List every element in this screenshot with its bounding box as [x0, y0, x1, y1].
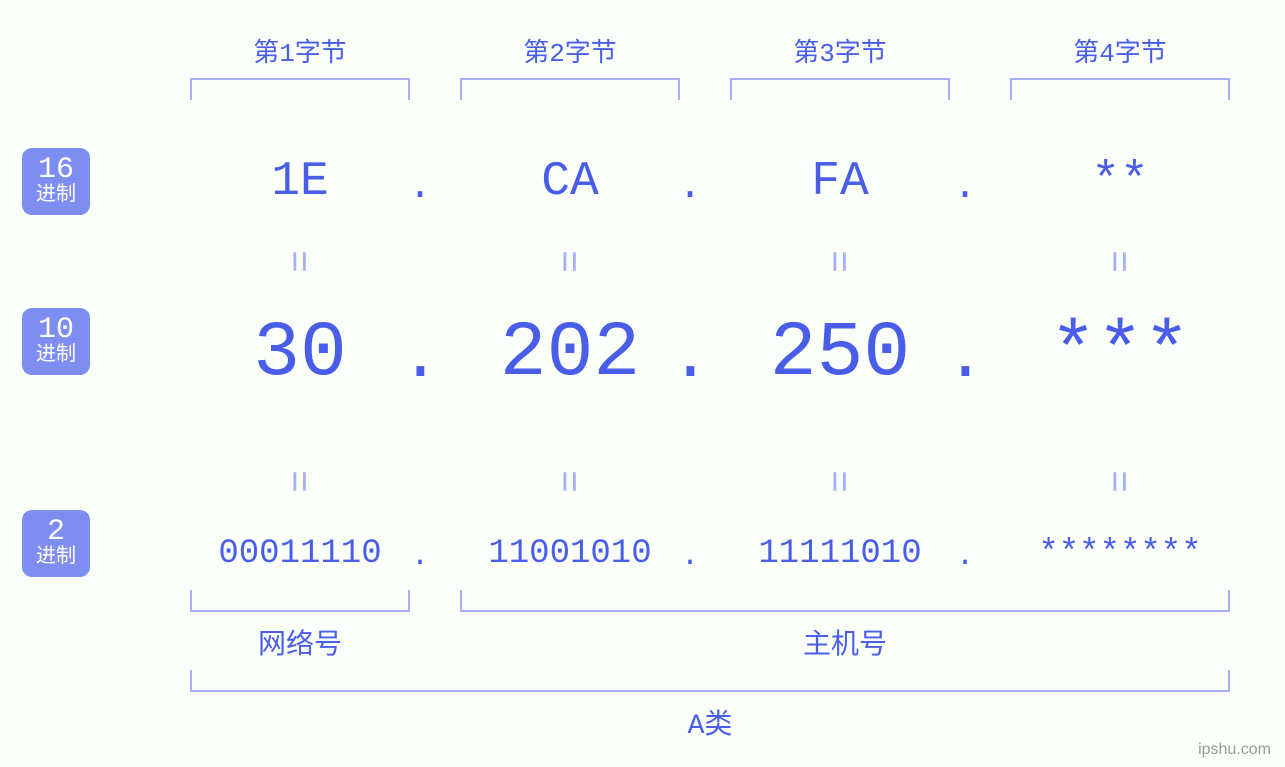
dec-byte-4: *** — [1000, 310, 1240, 398]
dec-byte-3: 250 — [720, 310, 960, 398]
dec-dot-1: . — [400, 320, 440, 397]
label-network: 网络号 — [180, 622, 420, 662]
badge-hex-num: 16 — [36, 154, 76, 187]
bin-dot-1: . — [405, 540, 435, 574]
byte-header-3: 第3字节 — [720, 32, 960, 69]
label-class: A类 — [190, 702, 1230, 742]
eq-bot-3: = — [815, 470, 858, 493]
eq-bot-2: = — [545, 470, 588, 493]
label-host: 主机号 — [460, 622, 1230, 662]
badge-dec: 10 进制 — [22, 308, 90, 375]
top-bracket-4 — [1010, 78, 1230, 100]
hex-byte-4: ** — [1000, 155, 1240, 209]
eq-top-3: = — [815, 250, 858, 273]
bracket-class — [190, 670, 1230, 692]
dec-byte-1: 30 — [180, 310, 420, 398]
hex-byte-1: 1E — [180, 155, 420, 209]
eq-top-2: = — [545, 250, 588, 273]
eq-top-4: = — [1095, 250, 1138, 273]
byte-header-2: 第2字节 — [450, 32, 690, 69]
byte-header-1: 第1字节 — [180, 32, 420, 69]
watermark: ipshu.com — [1198, 741, 1271, 759]
bracket-host — [460, 590, 1230, 612]
dec-byte-2: 202 — [450, 310, 690, 398]
top-bracket-2 — [460, 78, 680, 100]
bin-byte-2: 11001010 — [450, 535, 690, 573]
bin-byte-4: ******** — [1000, 535, 1240, 573]
bin-dot-3: . — [950, 540, 980, 574]
hex-dot-2: . — [675, 165, 705, 210]
bracket-network — [190, 590, 410, 612]
bin-dot-2: . — [675, 540, 705, 574]
dec-dot-2: . — [670, 320, 710, 397]
badge-dec-num: 10 — [36, 314, 76, 347]
diagram-root: 第1字节 第2字节 第3字节 第4字节 16 进制 10 进制 2 进制 1E … — [0, 0, 1285, 767]
hex-byte-2: CA — [450, 155, 690, 209]
badge-bin: 2 进制 — [22, 510, 90, 577]
eq-top-1: = — [275, 250, 318, 273]
byte-header-4: 第4字节 — [1000, 32, 1240, 69]
bin-byte-1: 00011110 — [180, 535, 420, 573]
dec-dot-3: . — [945, 320, 985, 397]
top-bracket-3 — [730, 78, 950, 100]
badge-bin-label: 进制 — [36, 547, 76, 569]
hex-dot-1: . — [405, 165, 435, 210]
eq-bot-4: = — [1095, 470, 1138, 493]
hex-dot-3: . — [950, 165, 980, 210]
badge-bin-num: 2 — [36, 516, 76, 549]
hex-byte-3: FA — [720, 155, 960, 209]
bin-byte-3: 11111010 — [720, 535, 960, 573]
badge-hex: 16 进制 — [22, 148, 90, 215]
eq-bot-1: = — [275, 470, 318, 493]
badge-dec-label: 进制 — [36, 345, 76, 367]
badge-hex-label: 进制 — [36, 185, 76, 207]
top-bracket-1 — [190, 78, 410, 100]
